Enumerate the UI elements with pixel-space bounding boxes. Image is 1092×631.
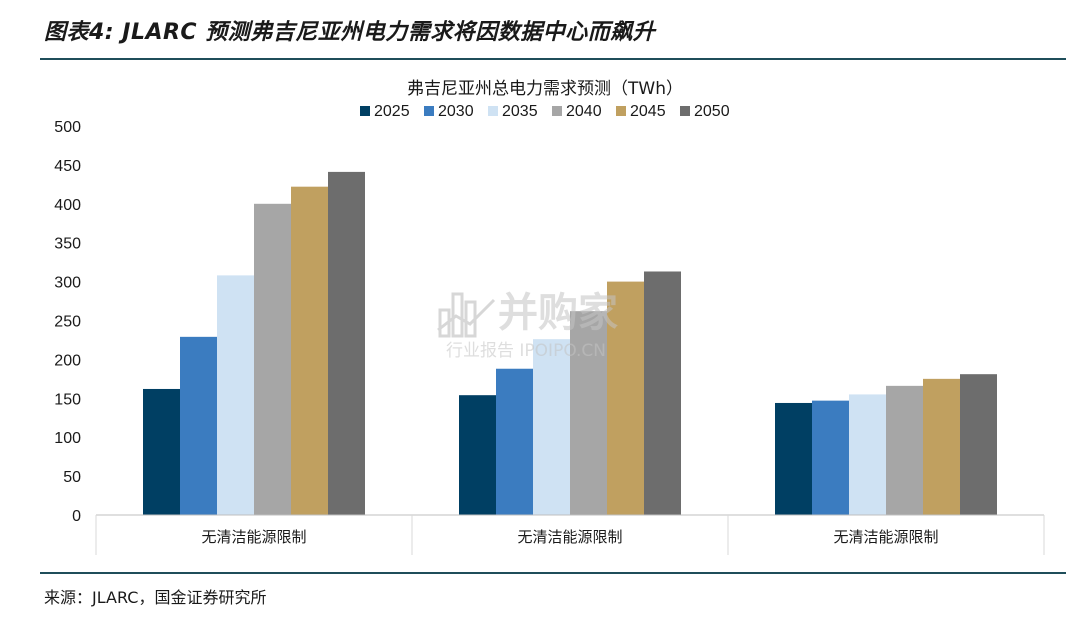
y-tick-label: 200 [54,352,81,369]
bar-2030-group-3 [812,400,849,515]
bar-2045-group-1 [291,186,328,515]
legend-label-2030: 2030 [438,103,474,120]
x-axis: 无清洁能源限制 无清洁能源限制 无清洁能源限制 [95,514,1045,555]
y-tick-label: 150 [54,391,81,408]
legend-label-2025: 2025 [374,103,410,120]
top-divider [40,58,1066,60]
bars [143,171,997,516]
source-note: 来源：JLARC，国金证券研究所 [44,588,267,607]
bar-2040-group-3 [886,385,923,515]
y-tick-label: 400 [54,197,81,214]
bar-2040-group-1 [254,203,291,516]
bar-2035-group-2 [533,339,570,515]
category-label: 无清洁能源限制 [517,528,622,546]
bar-2025-group-3 [775,402,812,515]
y-tick-label: 500 [54,119,81,136]
legend-label-2045: 2045 [630,103,666,120]
bar-2030-group-2 [496,368,533,515]
bar-2025-group-1 [143,388,180,515]
legend-swatch-2045 [616,106,626,116]
legend-swatch-2050 [680,106,690,116]
legend-swatch-2035 [488,106,498,116]
figure-title: 图表4: JLARC 预测弗吉尼亚州电力需求将因数据中心而飙升 [44,20,656,45]
bar-chart: 弗吉尼亚州总电力需求预测（TWh） 2025 2030 2035 2040 2045 20… [54,79,1045,555]
bar-2040-group-2 [570,311,607,515]
chart-title: 弗吉尼亚州总电力需求预测（TWh） [407,79,683,99]
legend-label-2050: 2050 [694,103,730,120]
category-label: 无清洁能源限制 [201,528,306,546]
bar-2035-group-3 [849,394,886,515]
legend-swatch-2025 [360,106,370,116]
bar-2045-group-2 [607,281,644,515]
bar-2035-group-1 [217,275,254,515]
legend-label-2040: 2040 [566,103,602,120]
y-tick-label: 100 [54,430,81,447]
category-label: 无清洁能源限制 [833,528,938,546]
bar-2050-group-1 [328,171,365,516]
bar-2025-group-2 [459,395,496,515]
bar-2050-group-3 [960,374,997,515]
bottom-divider [40,572,1066,574]
legend-swatch-2040 [552,106,562,116]
bar-2030-group-1 [180,336,217,515]
y-tick-label: 50 [63,469,81,486]
legend-label-2035: 2035 [502,103,538,120]
y-tick-label: 0 [72,508,81,525]
y-tick-label: 300 [54,275,81,292]
legend-swatch-2030 [424,106,434,116]
y-tick-label: 450 [54,158,81,175]
y-tick-label: 350 [54,236,81,253]
legend: 2025 2030 2035 2040 2045 2050 [360,103,730,120]
y-axis: 0 50 100 150 200 250 300 350 400 450 500 [54,119,81,525]
bar-2050-group-2 [644,271,681,515]
bar-2045-group-3 [923,378,960,515]
y-tick-label: 250 [54,314,81,331]
